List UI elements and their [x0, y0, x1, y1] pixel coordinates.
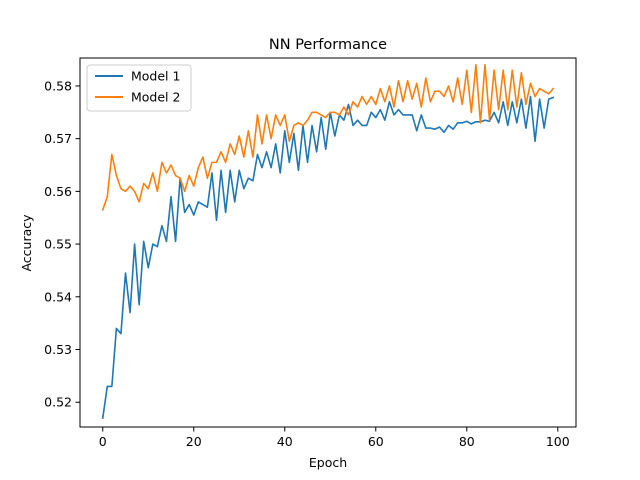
- y-axis-label: Accuracy: [19, 214, 34, 272]
- x-tick-label: 40: [277, 434, 293, 449]
- x-tick-label: 0: [99, 434, 107, 449]
- x-tick-label: 100: [546, 434, 570, 449]
- y-tick-label: 0.52: [44, 395, 72, 410]
- y-tick-label: 0.57: [44, 131, 72, 146]
- plot-frame-border: [79, 57, 577, 428]
- legend-label-model-2: Model 2: [131, 90, 180, 105]
- y-tick-label: 0.55: [44, 237, 72, 252]
- y-axis: 0.52 0.53 0.54 0.55 0.56 0.57 0.58: [44, 78, 80, 410]
- y-tick-label: 0.56: [44, 184, 72, 199]
- series-line-model-2: [101, 64, 555, 211]
- y-tick-label: 0.54: [44, 289, 72, 304]
- series-line-model-1: [101, 95, 555, 419]
- plot-area: [80, 58, 576, 427]
- legend: Model 1 Model 2: [86, 64, 192, 112]
- chart-title: NN Performance: [269, 37, 387, 53]
- series-layer: [101, 64, 555, 419]
- y-tick-label: 0.53: [44, 342, 72, 357]
- x-tick-label: 80: [459, 434, 475, 449]
- x-axis-label: Epoch: [309, 455, 347, 470]
- y-tick-label: 0.58: [44, 78, 72, 93]
- x-axis: 0 20 40 60 80 100: [99, 427, 570, 449]
- x-tick-label: 60: [368, 434, 384, 449]
- x-tick-label: 20: [186, 434, 202, 449]
- legend-label-model-1: Model 1: [131, 69, 180, 84]
